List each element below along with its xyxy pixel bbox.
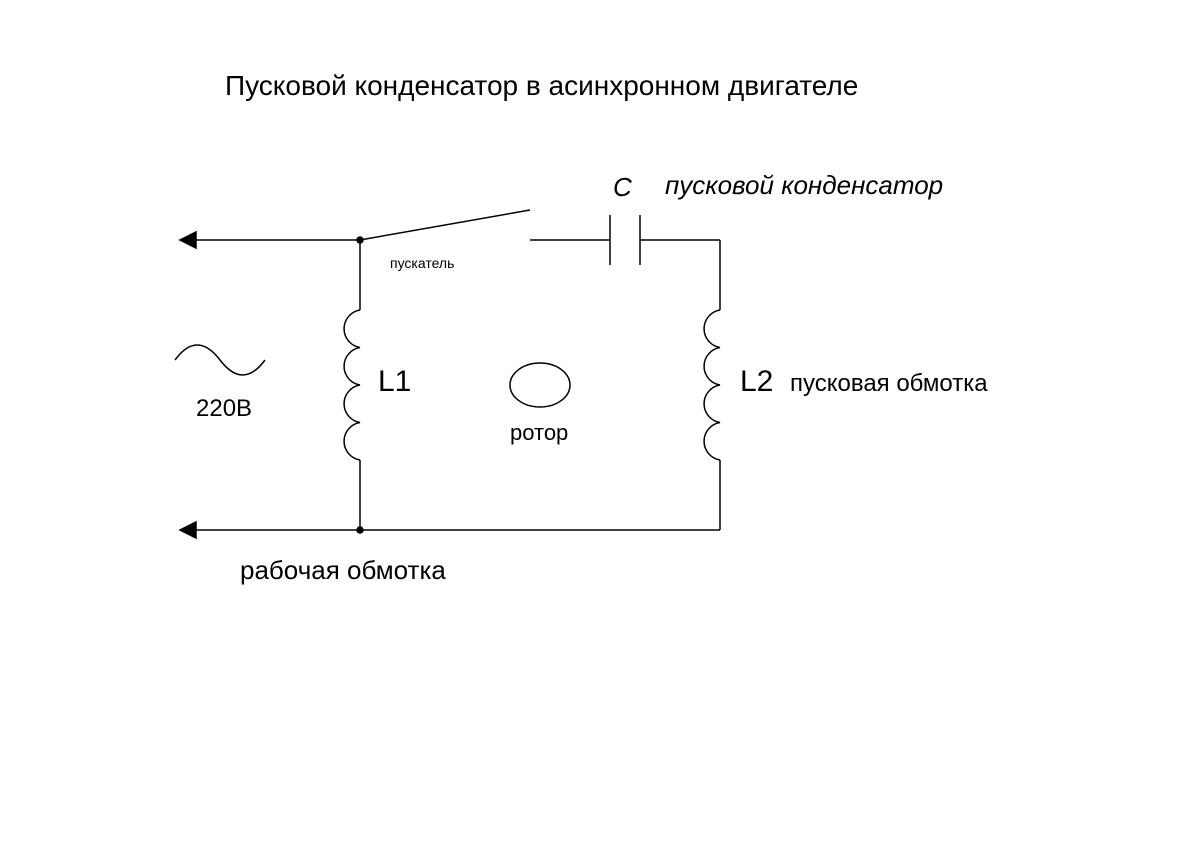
schematic-svg (0, 0, 1200, 848)
l2-label: L2 (740, 365, 773, 399)
top-arrow (180, 232, 196, 248)
start-winding-label: пусковая обмотка (790, 370, 988, 398)
capacitor-label: пусковой конденсатор (665, 170, 943, 201)
diagram-title: Пусковой конденсатор в асинхронном двига… (225, 70, 858, 102)
capacitor-ref: C (613, 172, 632, 203)
rotor-symbol (510, 363, 570, 407)
rotor-label: ротор (510, 420, 568, 446)
inductor-l1 (344, 310, 360, 460)
inductor-l2 (704, 310, 720, 460)
title-text: Пусковой конденсатор в асинхронном двига… (225, 70, 858, 101)
voltage-label: 220В (196, 395, 252, 423)
switch-arm (360, 210, 530, 240)
ac-sine (175, 345, 265, 375)
starter-label: пускатель (390, 255, 454, 271)
main-winding-label: рабочая обмотка (240, 555, 446, 586)
bottom-arrow (180, 522, 196, 538)
l1-label: L1 (378, 365, 411, 399)
